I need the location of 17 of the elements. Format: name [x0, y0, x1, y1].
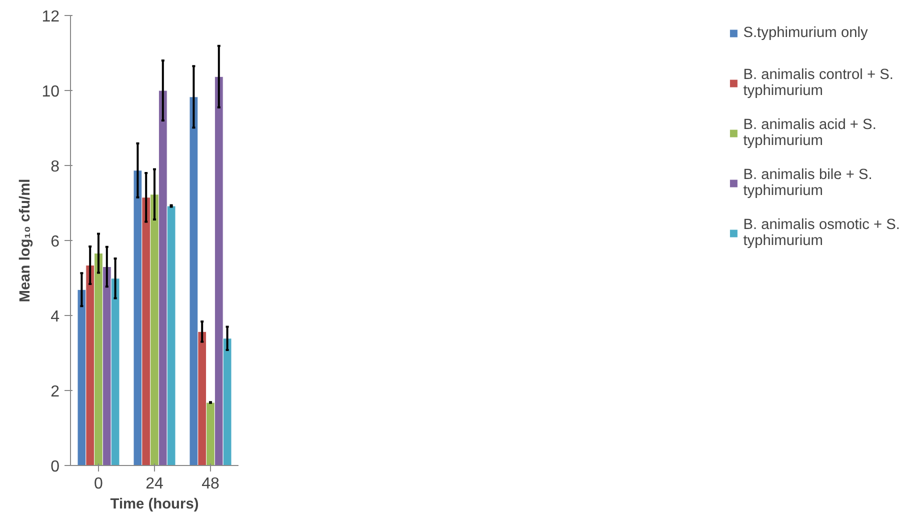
x-tick-label: 0 — [94, 476, 104, 492]
y-tick-label: 4 — [50, 308, 60, 326]
legend-label: S.typhimurium only — [743, 24, 868, 43]
x-tick-label: 24 — [146, 476, 164, 492]
legend-label: B. animalis acid + S. typhimurium — [743, 116, 876, 151]
y-tick-label: 12 — [42, 8, 60, 26]
y-tick-label: 0 — [50, 458, 60, 476]
x-tick-label: 48 — [202, 476, 220, 492]
legend-label: B. animalis bile + S. typhimurium — [743, 166, 872, 201]
y-tick-label: 10 — [42, 84, 60, 100]
legend-label: B. animalis osmotic + S. typhimurium — [743, 216, 900, 251]
y-tick-label: 8 — [50, 158, 60, 176]
y-tick-label: 6 — [50, 234, 60, 250]
y-axis-title: Mean log₁₀ cfu/ml — [18, 178, 34, 302]
legend-label: B. animalis control + S. typhimurium — [743, 66, 894, 101]
x-axis-title: Time (hours) — [110, 496, 199, 512]
y-tick-label: 2 — [50, 384, 60, 400]
